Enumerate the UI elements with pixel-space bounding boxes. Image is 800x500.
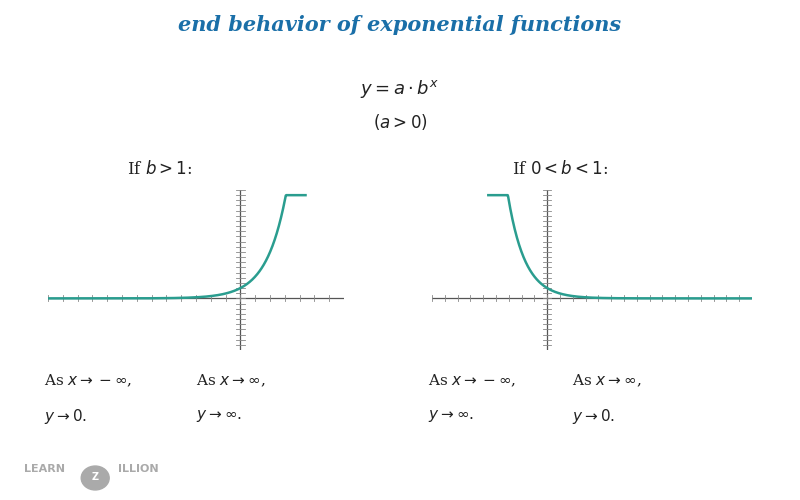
Text: As $x \to \infty$,: As $x \to \infty$, (196, 372, 266, 389)
Text: $y = a \cdot b^x$: $y = a \cdot b^x$ (360, 78, 440, 100)
Text: As $x \to \infty$,: As $x \to \infty$, (572, 372, 642, 389)
Text: $y \to 0.$: $y \to 0.$ (44, 408, 87, 426)
Text: $y \to \infty.$: $y \to \infty.$ (196, 408, 242, 424)
Text: $(a > 0)$: $(a > 0)$ (373, 112, 427, 132)
Text: end behavior of exponential functions: end behavior of exponential functions (178, 15, 622, 35)
Text: Z: Z (92, 472, 98, 482)
Text: ILLION: ILLION (118, 464, 159, 474)
Text: As $x \to -\infty$,: As $x \to -\infty$, (44, 372, 132, 389)
Text: As $x \to -\infty$,: As $x \to -\infty$, (428, 372, 516, 389)
Text: If $0 < b < 1$:: If $0 < b < 1$: (512, 160, 608, 178)
Text: $y \to 0.$: $y \to 0.$ (572, 408, 615, 426)
Text: $y \to \infty.$: $y \to \infty.$ (428, 408, 474, 424)
Text: If $b > 1$:: If $b > 1$: (127, 160, 193, 178)
Circle shape (82, 466, 109, 490)
Text: LEARN: LEARN (24, 464, 65, 474)
